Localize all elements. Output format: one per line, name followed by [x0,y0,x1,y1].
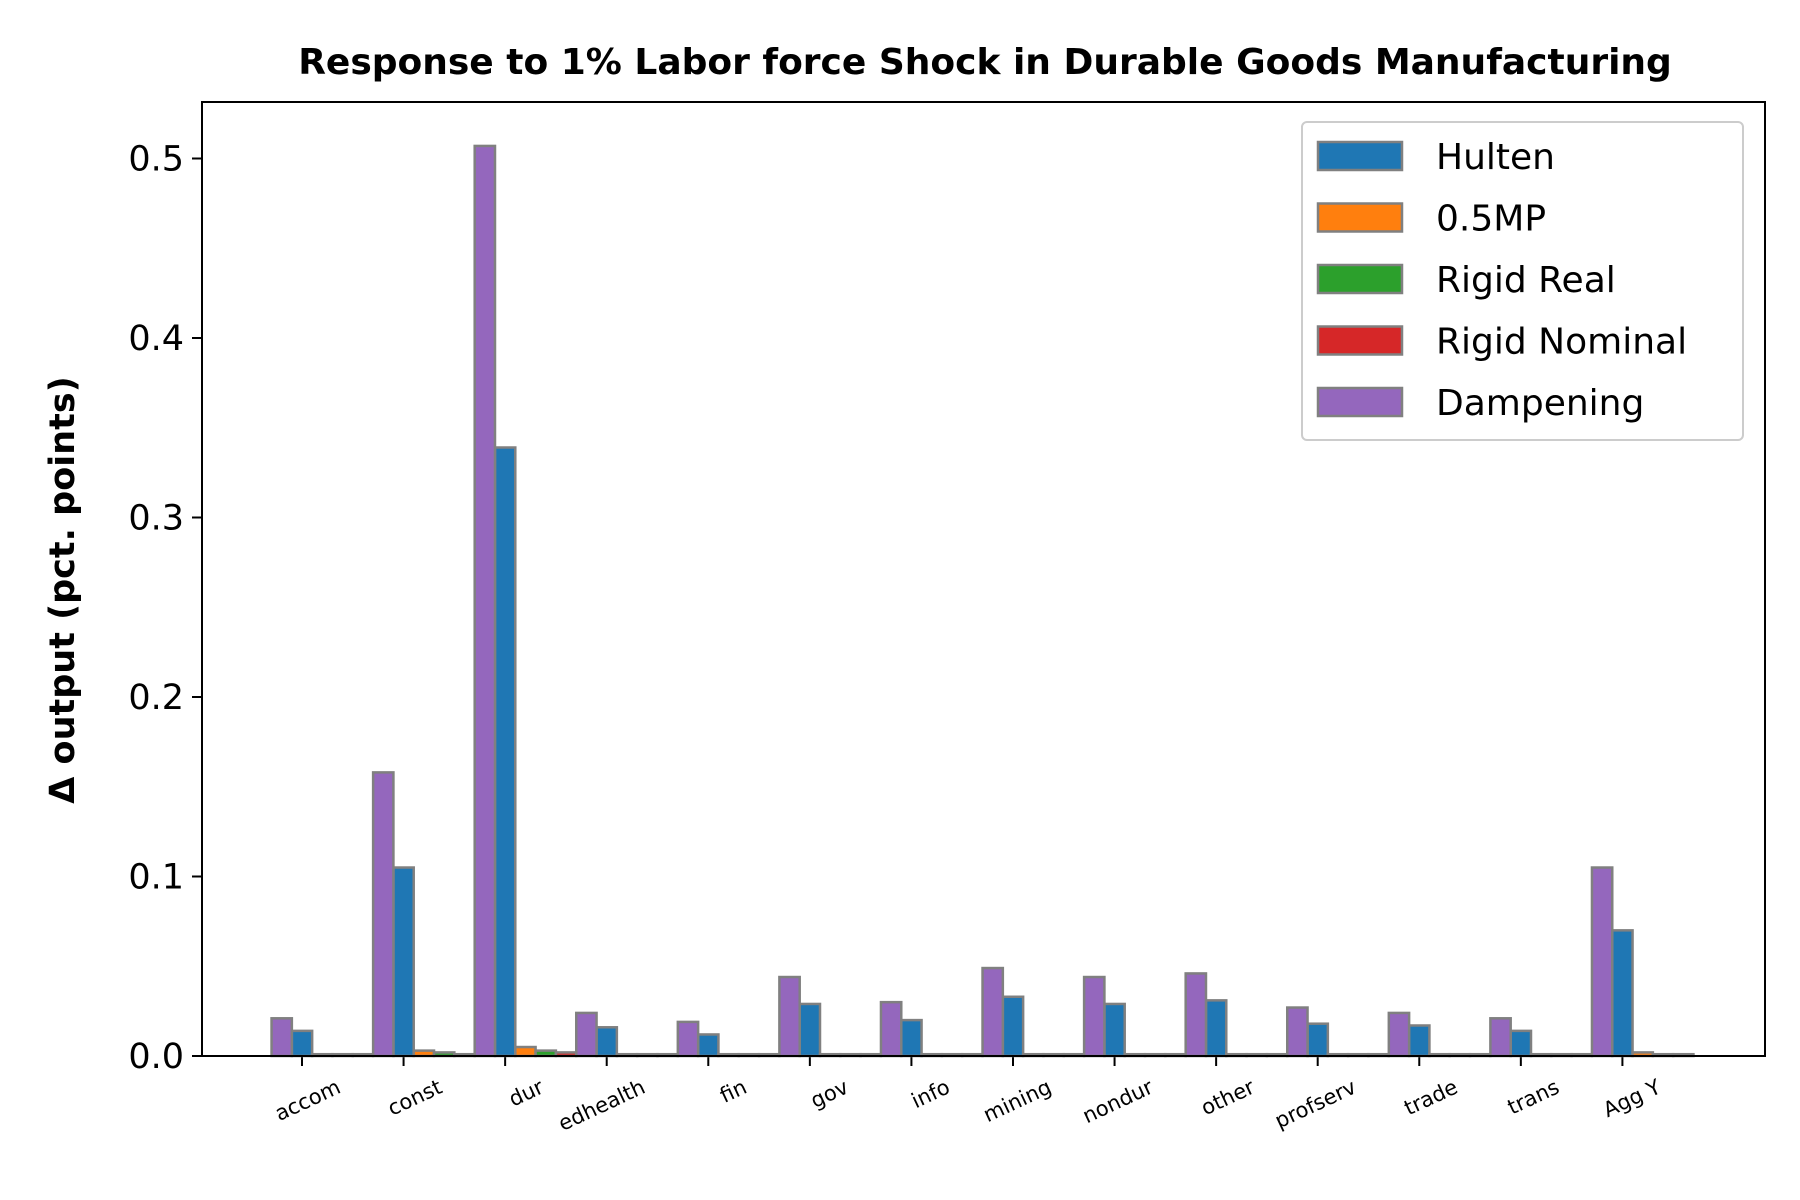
bar-dampening-trade [1387,1011,1411,1058]
y-tick-label: 0.1 [128,858,184,898]
bar-dampening-profserv [1286,1006,1309,1058]
y-tick-label: 0.5 [128,140,184,180]
bar-dampening-const [371,771,395,1058]
bar-hulten-trade [1407,1024,1431,1058]
legend-swatch [1316,325,1404,356]
legend-label: Rigid Real [1436,260,1616,301]
bar-dampening-trans [1489,1017,1512,1058]
bar-hulten-dur [493,446,517,1058]
plot-frame [201,101,1766,1057]
bar-hulten-const [392,866,415,1058]
bar-dampening-gov [778,975,801,1058]
legend-swatch [1316,140,1404,172]
legend-label: Rigid Nominal [1436,322,1687,363]
bar-0-5mp-dur [514,1045,537,1058]
legend-box [1301,121,1744,441]
bar-dampening-edhealth [575,1011,598,1058]
bar-hulten-info [900,1018,923,1058]
bar-hulten-gov [798,1002,822,1058]
bar-hulten-profserv [1306,1022,1330,1058]
y-tick-label: 0.4 [128,319,184,359]
legend-swatch [1316,202,1404,233]
bar-dampening-mining [981,966,1005,1058]
legend-label: 0.5MP [1436,199,1546,240]
y-tick-label: 0.3 [128,499,184,539]
bar-hulten-agg-y [1611,929,1634,1058]
bar-dampening-dur [473,144,497,1058]
y-axis-ticks: 0.0 0.1 0.2 0.3 0.4 0.5 [128,140,202,1077]
bar-hulten-mining [1001,995,1025,1058]
legend-swatch [1316,386,1404,418]
bar-hulten-edhealth [595,1026,619,1058]
bar-hulten-nondur [1103,1002,1126,1058]
y-tick-label: 0.2 [128,678,184,718]
legend-swatch [1316,263,1404,295]
legend: Hulten 0.5MP Rigid Real Rigid Nominal Dampen… [1301,121,1744,441]
bar-dampening-accom [270,1017,294,1058]
bar-hulten-trans [1509,1029,1533,1058]
bar-hulten-accom [290,1029,314,1058]
y-tick-label: 0.0 [128,1037,184,1077]
bar-dampening-agg-y [1590,866,1614,1058]
bar-dampening-other [1184,972,1208,1058]
legend-label: Hulten [1436,137,1555,178]
legend-label: Dampening [1436,383,1644,424]
bar-hulten-other [1204,999,1228,1058]
bars-group [270,144,1695,1058]
bar-dampening-fin [676,1020,700,1058]
bar-dampening-nondur [1082,975,1106,1058]
chart-title: Response to 1% Labor force Shock in Dura… [298,42,1672,83]
y-axis-label: Δ output (pct. points) [43,376,83,803]
bar-dampening-info [879,1000,903,1058]
bar-hulten-fin [696,1033,720,1058]
